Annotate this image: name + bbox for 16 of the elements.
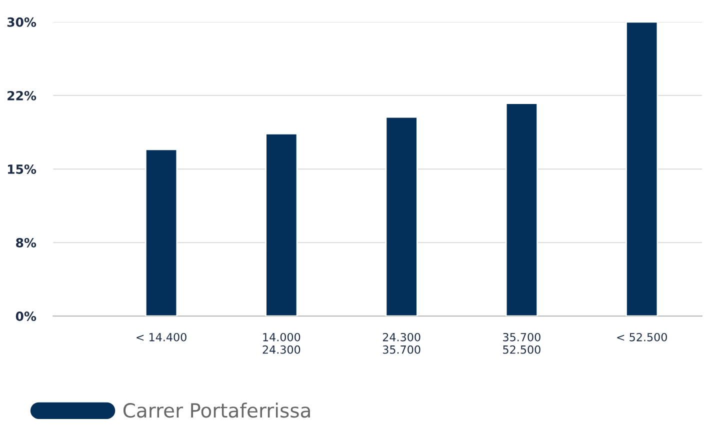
- x-tick-label: 14.000 24.300: [262, 332, 300, 354]
- y-tick-label: 22%: [8, 90, 36, 100]
- x-tick-label: 35.700 52.500: [503, 332, 540, 354]
- legend-label: Carrer Portaferrissa: [123, 402, 310, 418]
- bar: [626, 22, 658, 316]
- bar: [385, 116, 418, 316]
- bar: [265, 133, 298, 316]
- x-tick-label: < 14.400: [136, 332, 186, 342]
- x-tick-label: < 52.500: [617, 332, 667, 342]
- y-tick-label: 30%: [7, 17, 36, 27]
- bar: [505, 102, 538, 316]
- x-tick-label: 24.300 35.700: [382, 332, 420, 354]
- bar: [144, 148, 178, 316]
- y-tick-label: 8%: [16, 238, 36, 248]
- y-tick-label: 0%: [16, 312, 36, 322]
- y-tick-label: 15%: [8, 164, 36, 174]
